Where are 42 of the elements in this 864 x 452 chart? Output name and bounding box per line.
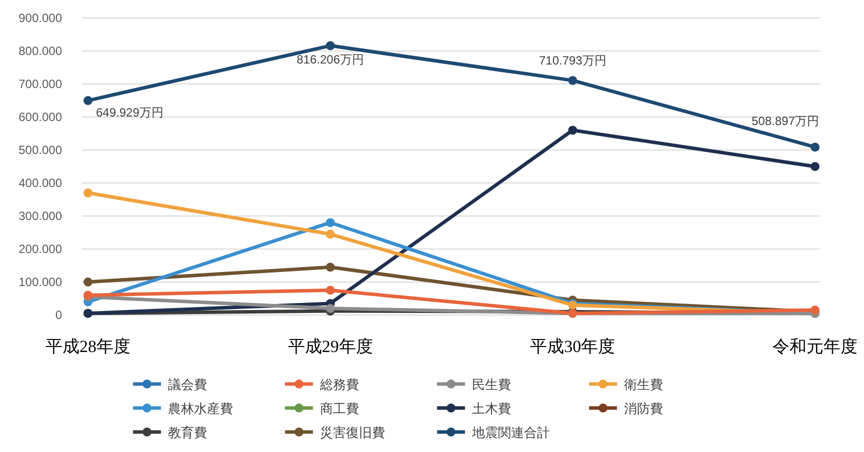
point xyxy=(810,162,820,171)
legend-label: 農林水産費 xyxy=(168,401,233,416)
data-label: 649.929万円 xyxy=(96,106,164,120)
legend-label: 土木費 xyxy=(472,401,511,416)
legend-label: 民生費 xyxy=(472,377,511,392)
y-tick-label: 400.000 xyxy=(18,176,62,190)
legend-label: 衛生費 xyxy=(624,377,663,392)
x-tick-label: 令和元年度 xyxy=(772,337,858,356)
point xyxy=(84,188,92,198)
x-tick-label: 平成30年度 xyxy=(530,337,616,356)
point xyxy=(568,76,578,85)
point xyxy=(568,126,578,135)
y-tick-label: 800.000 xyxy=(18,44,62,58)
legend-label: 災害復旧費 xyxy=(320,425,385,440)
y-tick-label: 100.000 xyxy=(18,275,62,289)
y-tick-label: 700.000 xyxy=(18,77,62,91)
point xyxy=(326,304,335,313)
y-tick-label: 200.000 xyxy=(18,242,62,256)
legend-label: 総務費 xyxy=(319,377,359,392)
data-label: 508.897万円 xyxy=(752,114,819,128)
legend-label: 教育費 xyxy=(168,425,207,440)
x-tick-label: 平成29年度 xyxy=(288,337,373,356)
y-tick-label: 500.000 xyxy=(18,143,62,157)
point xyxy=(326,230,335,239)
point xyxy=(84,96,92,106)
point xyxy=(326,286,335,295)
y-tick-label: 900.000 xyxy=(18,11,62,25)
point xyxy=(326,218,335,228)
data-label: 816.206万円 xyxy=(296,52,364,67)
legend-label: 議会費 xyxy=(168,377,207,392)
y-tick-label: 300.000 xyxy=(18,209,62,223)
legend-label: 消防費 xyxy=(624,401,663,416)
y-tick-label: 0 xyxy=(55,308,62,322)
legend-label: 地震関連合計 xyxy=(471,425,550,440)
point xyxy=(326,262,335,272)
legend-label: 商工費 xyxy=(320,401,359,416)
x-tick-label: 平成28年度 xyxy=(46,337,130,356)
point xyxy=(84,278,92,286)
y-tick-label: 600.000 xyxy=(18,110,62,124)
point xyxy=(326,41,335,50)
point xyxy=(810,142,820,152)
data-label: 710.793万円 xyxy=(538,53,606,68)
